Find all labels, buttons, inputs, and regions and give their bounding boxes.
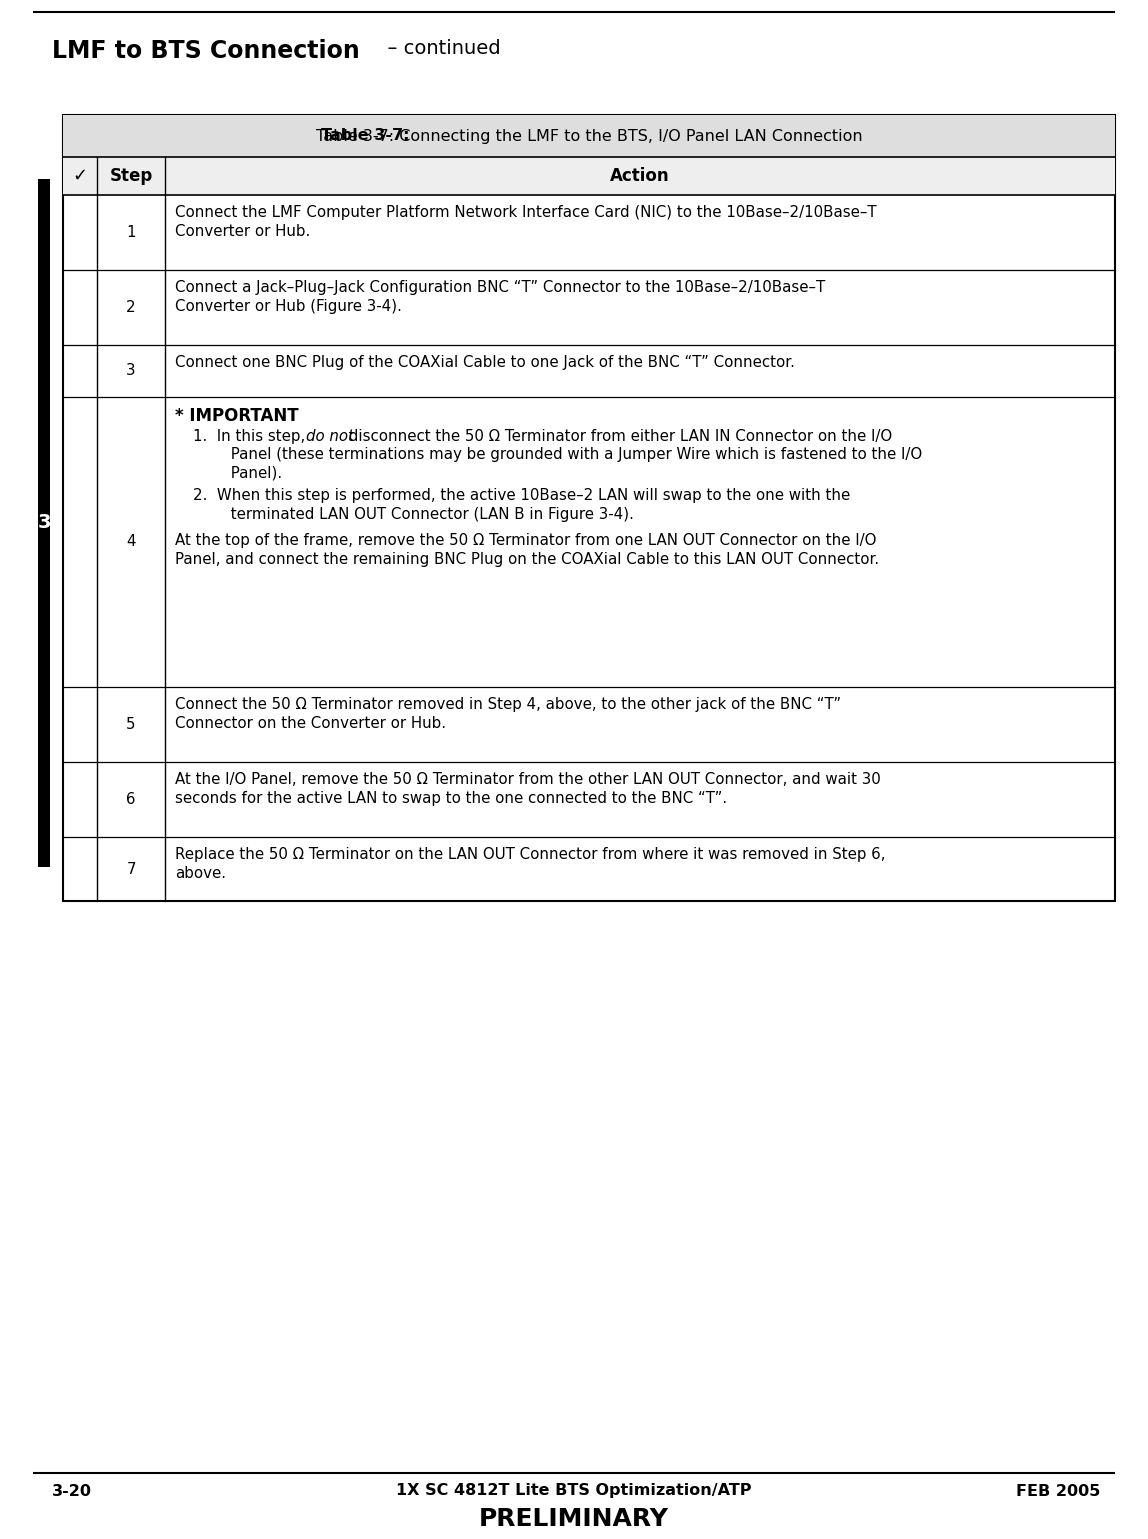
Text: disconnect the 50 Ω Terminator from either LAN IN Connector on the I/O: disconnect the 50 Ω Terminator from eith… bbox=[343, 428, 892, 443]
Text: Connect one BNC Plug of the COAXial Cable to one Jack of the BNC “T” Connector.: Connect one BNC Plug of the COAXial Cabl… bbox=[174, 356, 794, 369]
Text: ✓: ✓ bbox=[72, 168, 87, 185]
Bar bbox=[63, 115, 1115, 900]
Text: PRELIMINARY: PRELIMINARY bbox=[479, 1507, 669, 1531]
Text: At the top of the frame, remove the 50 Ω Terminator from one LAN OUT Connector o: At the top of the frame, remove the 50 Ω… bbox=[174, 532, 877, 548]
Text: above.: above. bbox=[174, 866, 226, 880]
Text: terminated LAN OUT Connector (LAN B in Figure 3-4).: terminated LAN OUT Connector (LAN B in F… bbox=[207, 506, 634, 522]
Bar bbox=[63, 115, 1115, 157]
Text: – continued: – continued bbox=[375, 38, 501, 58]
Text: LMF to BTS Connection: LMF to BTS Connection bbox=[52, 38, 359, 63]
Text: 3-20: 3-20 bbox=[52, 1484, 92, 1499]
Text: 1X SC 4812T Lite BTS Optimization/ATP: 1X SC 4812T Lite BTS Optimization/ATP bbox=[396, 1484, 752, 1499]
Text: 3: 3 bbox=[37, 514, 51, 532]
Text: 3: 3 bbox=[126, 363, 135, 379]
Text: Connect the LMF Computer Platform Network Interface Card (NIC) to the 10Base–2/1: Connect the LMF Computer Platform Networ… bbox=[174, 205, 877, 220]
Text: Connect the 50 Ω Terminator removed in Step 4, above, to the other jack of the B: Connect the 50 Ω Terminator removed in S… bbox=[174, 697, 841, 713]
Bar bbox=[38, 179, 51, 866]
Text: Converter or Hub.: Converter or Hub. bbox=[174, 223, 310, 239]
Text: Replace the 50 Ω Terminator on the LAN OUT Connector from where it was removed i: Replace the 50 Ω Terminator on the LAN O… bbox=[174, 848, 885, 862]
Text: 1: 1 bbox=[126, 225, 135, 240]
Text: 5: 5 bbox=[126, 717, 135, 733]
Text: Table 3-7: Connecting the LMF to the BTS, I/O Panel LAN Connection: Table 3-7: Connecting the LMF to the BTS… bbox=[316, 128, 862, 143]
Text: 2: 2 bbox=[126, 300, 135, 315]
Text: do not: do not bbox=[307, 428, 354, 443]
Text: * IMPORTANT: * IMPORTANT bbox=[174, 406, 298, 425]
Text: At the I/O Panel, remove the 50 Ω Terminator from the other LAN OUT Connector, a: At the I/O Panel, remove the 50 Ω Termin… bbox=[174, 773, 881, 788]
Text: Table 3-7:: Table 3-7: bbox=[321, 128, 410, 143]
Text: 7: 7 bbox=[126, 862, 135, 877]
Text: Converter or Hub (Figure 3-4).: Converter or Hub (Figure 3-4). bbox=[174, 299, 402, 314]
Text: 1.  In this step,: 1. In this step, bbox=[193, 428, 310, 443]
Text: 2.  When this step is performed, the active 10Base–2 LAN will swap to the one wi: 2. When this step is performed, the acti… bbox=[193, 488, 851, 503]
Text: FEB 2005: FEB 2005 bbox=[1016, 1484, 1100, 1499]
Text: 4: 4 bbox=[126, 534, 135, 549]
Text: Step: Step bbox=[109, 168, 153, 185]
Text: Panel, and connect the remaining BNC Plug on the COAXial Cable to this LAN OUT C: Panel, and connect the remaining BNC Plu… bbox=[174, 551, 879, 566]
Text: seconds for the active LAN to swap to the one connected to the BNC “T”.: seconds for the active LAN to swap to th… bbox=[174, 791, 727, 806]
Text: Panel).: Panel). bbox=[207, 466, 282, 480]
Text: 6: 6 bbox=[126, 793, 135, 808]
Text: Connector on the Converter or Hub.: Connector on the Converter or Hub. bbox=[174, 716, 447, 731]
Text: Connect a Jack–Plug–Jack Configuration BNC “T” Connector to the 10Base–2/10Base–: Connect a Jack–Plug–Jack Configuration B… bbox=[174, 280, 825, 295]
Bar bbox=[63, 157, 1115, 195]
Text: Panel (these terminations may be grounded with a Jumper Wire which is fastened t: Panel (these terminations may be grounde… bbox=[207, 448, 922, 462]
Text: Action: Action bbox=[611, 168, 669, 185]
